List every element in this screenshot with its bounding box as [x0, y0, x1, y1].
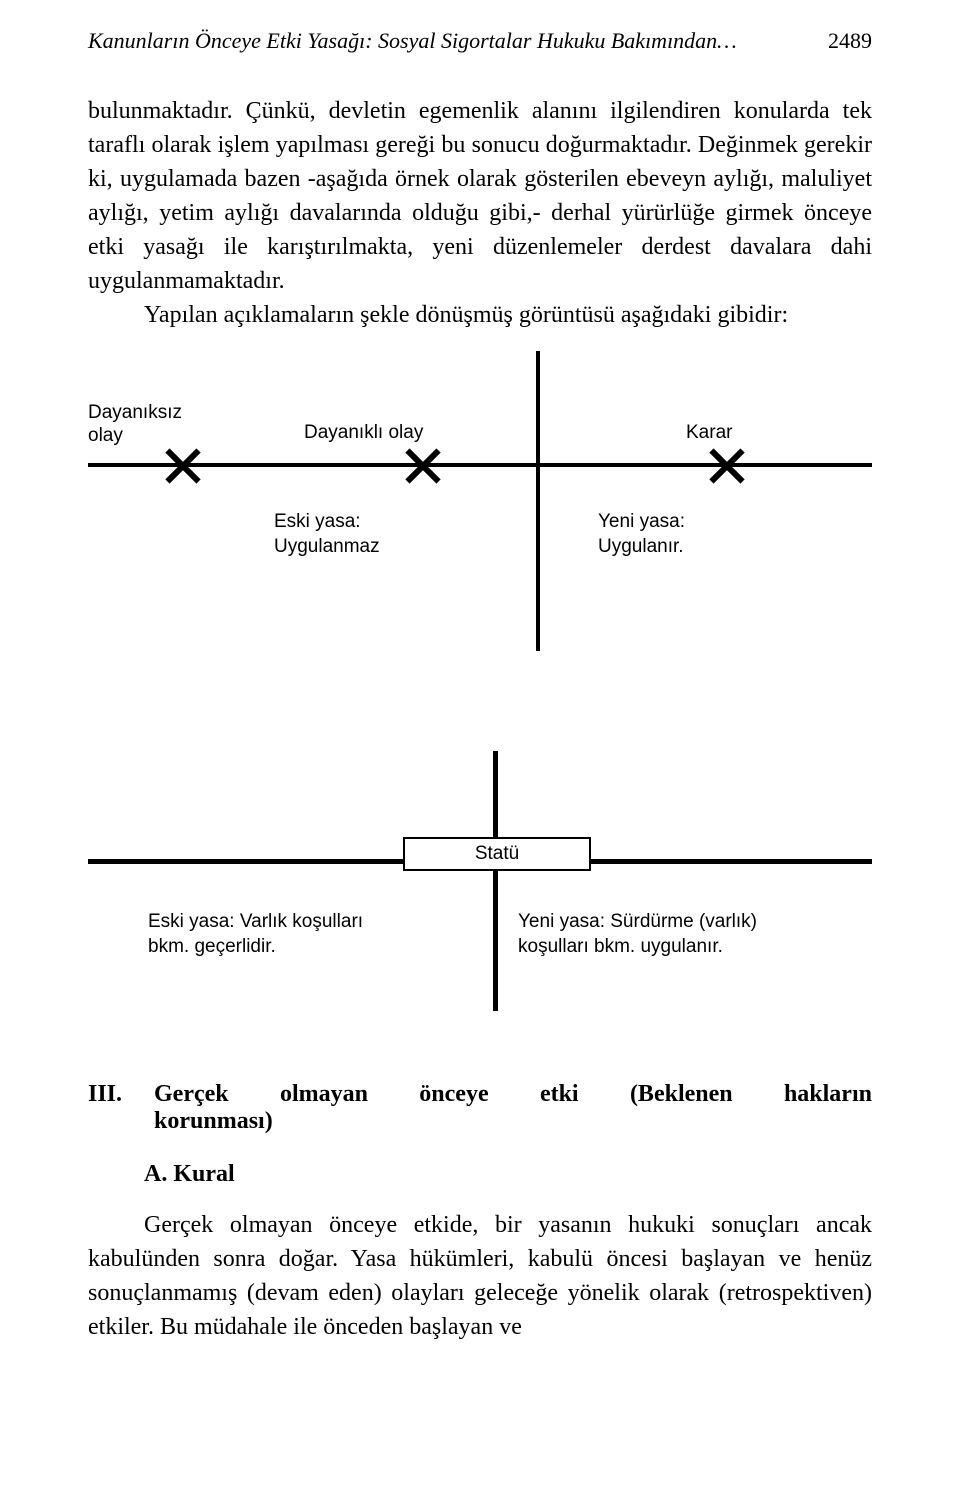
label-d2-yeni-line2: koşulları bkm. uygulanır.	[518, 934, 757, 960]
w5: hakların	[784, 1081, 872, 1108]
label-dayaniksiz-line1: Dayanıksız	[88, 401, 182, 425]
label-d2-yeni: Yeni yasa: Sürdürme (varlık) koşulları b…	[518, 909, 757, 960]
label-karar: Karar	[686, 421, 732, 445]
label-dayaniksiz: Dayanıksız olay	[88, 401, 182, 449]
label-dayaniksiz-line2: olay	[88, 424, 182, 448]
w1: olmayan	[280, 1081, 368, 1108]
section-3-heading: III. Gerçek olmayan önceye etki (Beklene…	[88, 1081, 872, 1135]
status-box: Statü	[403, 837, 591, 871]
label-yeni-line2: Uygulanır.	[598, 534, 685, 560]
label-yeni-yasa: Yeni yasa: Uygulanır.	[598, 509, 685, 560]
diagram-timeline: Dayanıksız olay Dayanıklı olay Karar Esk…	[88, 351, 872, 651]
label-d2-eski: Eski yasa: Varlık koşulları bkm. geçerli…	[148, 909, 363, 960]
label-eski-yasa: Eski yasa: Uygulanmaz	[274, 509, 380, 560]
label-eski-line2: Uygulanmaz	[274, 534, 380, 560]
label-yeni-line1: Yeni yasa:	[598, 509, 685, 535]
section-3-numeral: III.	[88, 1081, 154, 1135]
label-d2-eski-line1: Eski yasa: Varlık koşulları	[148, 909, 363, 935]
label-dayanikli: Dayanıklı olay	[304, 421, 423, 445]
paragraph-2: Yapılan açıklamaların şekle dönüşmüş gör…	[88, 298, 872, 332]
mark-karar	[708, 447, 746, 485]
w3: etki	[540, 1081, 579, 1108]
diagram-status: Statü Eski yasa: Varlık koşulları bkm. g…	[88, 751, 872, 1021]
w0: Gerçek	[154, 1081, 229, 1108]
page-number: 2489	[828, 28, 872, 54]
section-3-title: Gerçek olmayan önceye etki (Beklenen hak…	[154, 1081, 872, 1135]
diagram1-vertical-line	[536, 351, 540, 651]
subsection-a-heading: A. Kural	[144, 1161, 872, 1188]
paragraph-3: Gerçek olmayan önceye etkide, bir yasanı…	[88, 1208, 872, 1344]
label-d2-yeni-line1: Yeni yasa: Sürdürme (varlık)	[518, 909, 757, 935]
section-3-line2: korunması)	[154, 1108, 872, 1135]
w4: (Beklenen	[630, 1081, 733, 1108]
running-title: Kanunların Önceye Etki Yasağı: Sosyal Si…	[88, 28, 737, 54]
running-header: Kanunların Önceye Etki Yasağı: Sosyal Si…	[88, 28, 872, 54]
paragraph-1: bulunmaktadır. Çünkü, devletin egemenlik…	[88, 94, 872, 298]
diagram1-horizontal-line	[88, 463, 872, 467]
label-d2-eski-line2: bkm. geçerlidir.	[148, 934, 363, 960]
label-eski-line1: Eski yasa:	[274, 509, 380, 535]
diagram2-vertical-line	[493, 751, 498, 1011]
mark-dayanikli	[404, 447, 442, 485]
mark-dayaniksiz	[164, 447, 202, 485]
section-3-line1: Gerçek olmayan önceye etki (Beklenen hak…	[154, 1081, 872, 1108]
status-box-label: Statü	[475, 843, 519, 864]
w2: önceye	[419, 1081, 488, 1108]
